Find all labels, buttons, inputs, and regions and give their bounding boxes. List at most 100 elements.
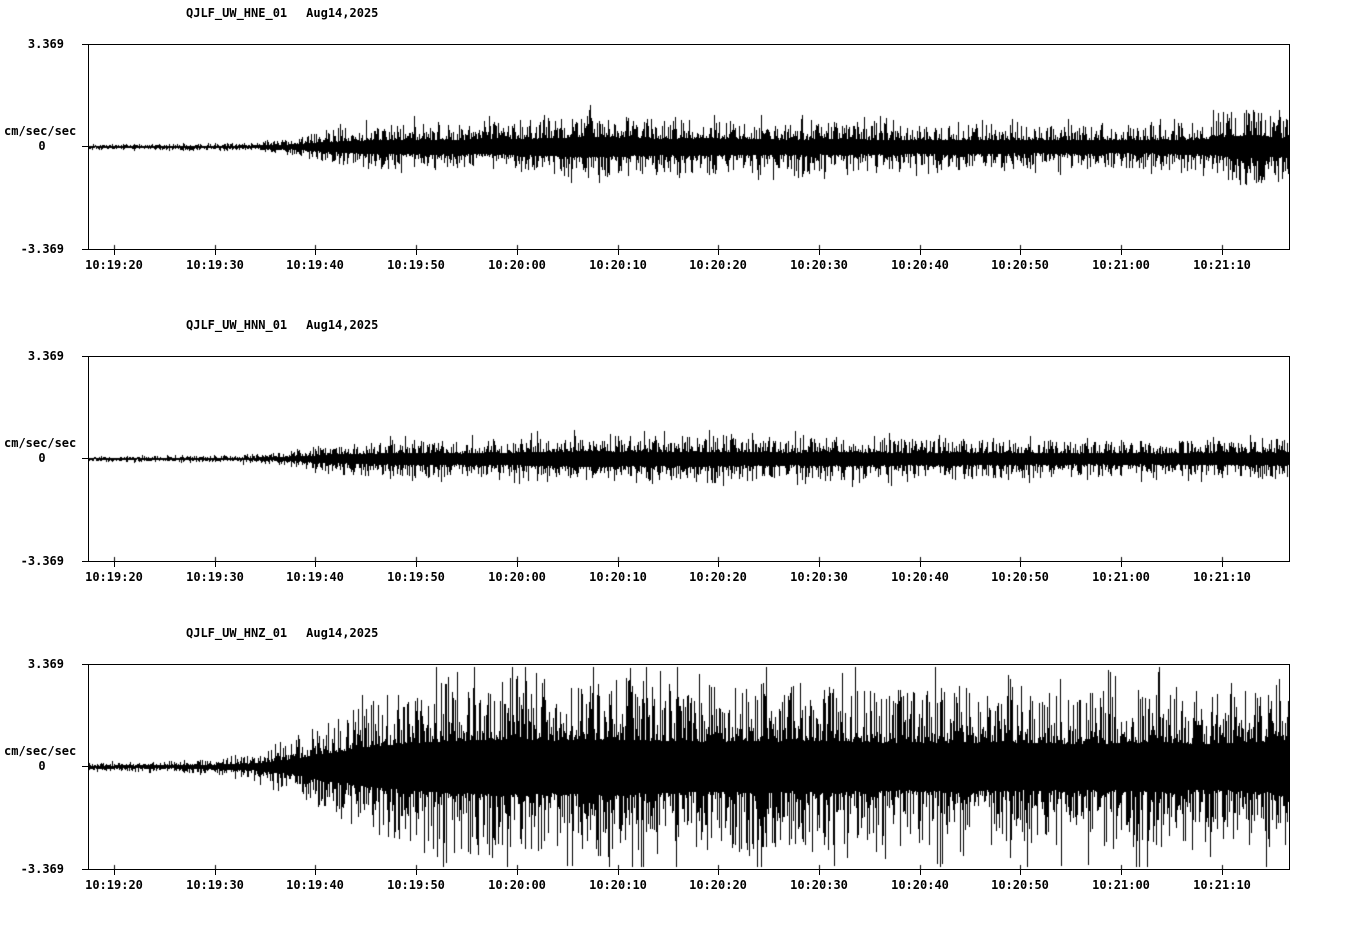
plot-area: [88, 356, 1290, 562]
station-channel-label: QJLF_UW_HNN_01: [186, 318, 288, 332]
x-axis-tick: [517, 250, 518, 255]
x-tick-label: 10:19:30: [186, 258, 244, 272]
y-axis-min-label: -3.369: [20, 242, 64, 256]
x-axis-tick: [618, 870, 619, 875]
x-axis-tick: [1222, 250, 1223, 255]
waveform-canvas: [89, 45, 1289, 249]
x-tick-label: 10:20:20: [689, 258, 747, 272]
y-axis-units-label: cm/sec/sec: [4, 436, 77, 450]
x-axis-tick: [819, 562, 820, 567]
x-axis-tick: [1020, 562, 1021, 567]
x-axis-tick: [416, 250, 417, 255]
waveform-canvas: [89, 357, 1289, 561]
x-tick-label: 10:21:10: [1193, 878, 1251, 892]
x-axis-tick: [1222, 870, 1223, 875]
x-tick-label: 10:20:00: [488, 258, 546, 272]
y-axis-tick: [82, 458, 88, 459]
y-axis-zero-label: 0: [38, 139, 46, 153]
x-tick-label: 10:20:30: [790, 258, 848, 272]
x-axis-tick: [1020, 250, 1021, 255]
y-axis-max-label: 3.369: [27, 349, 64, 363]
x-tick-label: 10:19:50: [387, 570, 445, 584]
x-axis-tick: [718, 562, 719, 567]
x-tick-label: 10:21:10: [1193, 570, 1251, 584]
trace-title: QJLF_UW_HNZ_01 Aug14,2025: [186, 626, 378, 640]
x-axis-tick: [215, 250, 216, 255]
x-axis-tick: [1222, 562, 1223, 567]
x-tick-label: 10:21:10: [1193, 258, 1251, 272]
y-axis-tick: [82, 561, 88, 562]
station-channel-label: QJLF_UW_HNE_01: [186, 6, 288, 20]
trace-title: QJLF_UW_HNN_01 Aug14,2025: [186, 318, 378, 332]
x-tick-label: 10:20:00: [488, 878, 546, 892]
x-axis-tick: [1121, 562, 1122, 567]
y-axis-units-label: cm/sec/sec: [4, 124, 77, 138]
x-axis-tick: [718, 250, 719, 255]
x-axis-tick: [416, 870, 417, 875]
x-axis-tick: [315, 562, 316, 567]
date-label: Aug14,2025: [306, 6, 379, 20]
y-axis-tick: [82, 249, 88, 250]
y-axis-tick: [82, 44, 88, 45]
x-axis-tick: [114, 250, 115, 255]
plot-area: [88, 44, 1290, 250]
trace-title: QJLF_UW_HNE_01 Aug14,2025: [186, 6, 378, 20]
x-axis-tick: [1121, 250, 1122, 255]
x-tick-label: 10:20:40: [891, 570, 949, 584]
x-tick-label: 10:20:40: [891, 258, 949, 272]
y-axis-units-label: cm/sec/sec: [4, 744, 77, 758]
x-axis-tick: [416, 562, 417, 567]
y-axis-min-label: -3.369: [20, 554, 64, 568]
x-tick-label: 10:21:00: [1092, 258, 1150, 272]
x-axis-tick: [920, 250, 921, 255]
x-tick-label: 10:20:10: [589, 570, 647, 584]
x-tick-label: 10:19:50: [387, 878, 445, 892]
x-axis-tick: [618, 250, 619, 255]
x-tick-label: 10:20:50: [991, 878, 1049, 892]
x-tick-label: 10:19:40: [286, 258, 344, 272]
x-axis-tick: [315, 870, 316, 875]
x-tick-label: 10:19:20: [85, 878, 143, 892]
x-axis-tick: [819, 250, 820, 255]
y-axis-zero-label: 0: [38, 451, 46, 465]
y-axis-tick: [82, 356, 88, 357]
seismogram-panel: QJLF_UW_HNE_01 Aug14,2025 3.369 cm/sec/se…: [0, 0, 1358, 308]
x-axis-tick: [517, 562, 518, 567]
x-tick-label: 10:20:30: [790, 570, 848, 584]
y-axis-max-label: 3.369: [27, 37, 64, 51]
x-axis-tick: [1121, 870, 1122, 875]
date-label: Aug14,2025: [306, 626, 379, 640]
x-tick-label: 10:19:20: [85, 258, 143, 272]
y-axis-min-label: -3.369: [20, 862, 64, 876]
x-tick-label: 10:20:20: [689, 878, 747, 892]
x-tick-label: 10:20:20: [689, 570, 747, 584]
x-axis-tick: [215, 562, 216, 567]
x-tick-label: 10:20:10: [589, 878, 647, 892]
x-tick-label: 10:19:20: [85, 570, 143, 584]
seismogram-panel: QJLF_UW_HNZ_01 Aug14,2025 3.369 cm/sec/se…: [0, 620, 1358, 928]
x-tick-label: 10:20:10: [589, 258, 647, 272]
waveform-canvas: [89, 665, 1289, 869]
date-label: Aug14,2025: [306, 318, 379, 332]
x-axis-tick: [114, 870, 115, 875]
x-tick-label: 10:20:50: [991, 570, 1049, 584]
x-tick-label: 10:21:00: [1092, 570, 1150, 584]
x-axis-tick: [618, 562, 619, 567]
y-axis-zero-label: 0: [38, 759, 46, 773]
y-axis-tick: [82, 146, 88, 147]
plot-area: [88, 664, 1290, 870]
x-axis-tick: [920, 870, 921, 875]
x-tick-label: 10:20:50: [991, 258, 1049, 272]
x-tick-label: 10:19:40: [286, 878, 344, 892]
x-tick-label: 10:20:30: [790, 878, 848, 892]
x-axis-tick: [920, 562, 921, 567]
y-axis-tick: [82, 664, 88, 665]
y-axis-max-label: 3.369: [27, 657, 64, 671]
x-axis-tick: [517, 870, 518, 875]
x-axis-tick: [215, 870, 216, 875]
x-axis-tick: [114, 562, 115, 567]
x-tick-label: 10:20:00: [488, 570, 546, 584]
x-axis-tick: [315, 250, 316, 255]
y-axis-tick: [82, 766, 88, 767]
